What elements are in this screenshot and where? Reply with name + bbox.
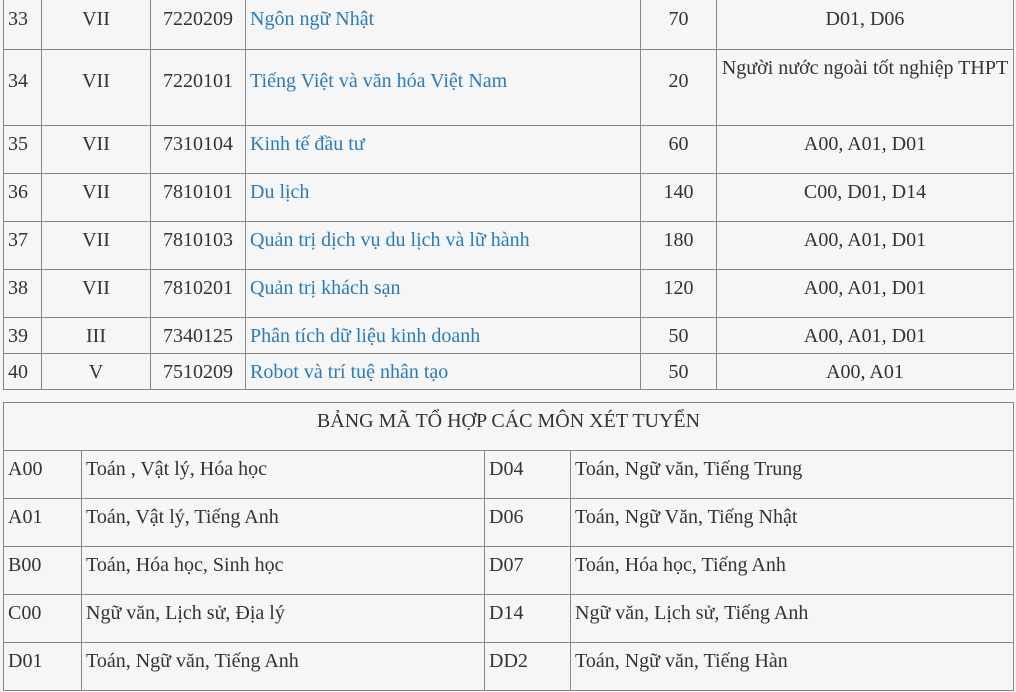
combo-subjects: Toán, Ngữ văn, Tiếng Hàn (570, 642, 1014, 691)
program-number: 33 (3, 0, 42, 50)
program-name-link[interactable]: Ngôn ngữ Nhật (245, 0, 641, 50)
combo-subjects: Ngữ văn, Lịch sử, Địa lý (81, 594, 485, 643)
program-number: 38 (3, 269, 42, 318)
combo-code: DD2 (484, 642, 571, 691)
program-code: 7810101 (150, 173, 246, 222)
program-row: 37 VII 7810103 Quản trị dịch vụ du lịch và … (3, 221, 1014, 270)
program-group: VII (41, 269, 151, 318)
combo-table-title: BẢNG MÃ TỔ HỢP CÁC MÔN XÉT TUYỂN (3, 402, 1014, 451)
combo-subjects: Toán, Hóa học, Sinh học (81, 546, 485, 595)
program-group: VII (41, 125, 151, 174)
program-code: 7220101 (150, 49, 246, 126)
program-row: 35 VII 7310104 Kinh tế đầu tư 60 A00, A01, D0… (3, 125, 1014, 174)
combo-subjects: Toán, Hóa học, Tiếng Anh (570, 546, 1014, 595)
combo-code: D14 (484, 594, 571, 643)
combo-subjects: Toán, Ngữ văn, Tiếng Trung (570, 450, 1014, 499)
program-group: VII (41, 221, 151, 270)
program-code: 7310104 (150, 125, 246, 174)
program-row: 34 VII 7220101 Tiếng Việt và văn hóa Việt N… (3, 49, 1014, 126)
combo-subjects: Toán , Vật lý, Hóa học (81, 450, 485, 499)
combo-table: BẢNG MÃ TỔ HỢP CÁC MÔN XÉT TUYỂN A00 Toán… (3, 402, 1014, 691)
program-group: VII (41, 173, 151, 222)
combo-subjects: Toán, Ngữ văn, Tiếng Anh (81, 642, 485, 691)
combo-row: A01 Toán, Vật lý, Tiếng Anh D06 Toán, Ngữ V… (3, 498, 1014, 547)
combo-row: B00 Toán, Hóa học, Sinh học D07 Toán, Hóa h… (3, 546, 1014, 595)
combo-row: C00 Ngữ văn, Lịch sử, Địa lý D14 Ngữ văn, L… (3, 594, 1014, 643)
program-quota: 60 (640, 125, 717, 174)
combo-code: C00 (3, 594, 82, 643)
program-quota: 20 (640, 49, 717, 126)
program-number: 34 (3, 49, 42, 126)
program-row: 38 VII 7810201 Quản trị khách sạn 120 A00, A0… (3, 269, 1014, 318)
program-row: 39 III 7340125 Phân tích dữ liệu kinh doanh… (3, 317, 1014, 354)
program-group: III (41, 317, 151, 354)
combo-code: A00 (3, 450, 82, 499)
combo-code: B00 (3, 546, 82, 595)
program-name-link[interactable]: Quản trị khách sạn (245, 269, 641, 318)
program-number: 35 (3, 125, 42, 174)
program-code: 7340125 (150, 317, 246, 354)
combo-table-header-row: BẢNG MÃ TỔ HỢP CÁC MÔN XÉT TUYỂN (3, 402, 1014, 451)
program-code: 7510209 (150, 353, 246, 390)
program-name-link[interactable]: Quản trị dịch vụ du lịch và lữ hành (245, 221, 641, 270)
program-code: 7810201 (150, 269, 246, 318)
program-quota: 50 (640, 353, 717, 390)
program-group: VII (41, 49, 151, 126)
combo-row: A00 Toán , Vật lý, Hóa học D04 Toán, Ngữ vă… (3, 450, 1014, 499)
program-quota: 180 (640, 221, 717, 270)
program-quota: 120 (640, 269, 717, 318)
program-combos: D01, D06 (716, 0, 1014, 50)
program-number: 37 (3, 221, 42, 270)
combo-subjects: Toán, Ngữ Văn, Tiếng Nhật (570, 498, 1014, 547)
combo-code: D06 (484, 498, 571, 547)
program-group: VII (41, 0, 151, 50)
combo-code: A01 (3, 498, 82, 547)
program-group: V (41, 353, 151, 390)
program-code: 7220209 (150, 0, 246, 50)
program-number: 36 (3, 173, 42, 222)
combo-code: D04 (484, 450, 571, 499)
program-row: 40 V 7510209 Robot và trí tuệ nhân tạo 50 A00… (3, 353, 1014, 390)
program-row: 36 VII 7810101 Du lịch 140 C00, D01, D14 (3, 173, 1014, 222)
combo-subjects: Ngữ văn, Lịch sử, Tiếng Anh (570, 594, 1014, 643)
program-combos: A00, A01, D01 (716, 317, 1014, 354)
program-combos: A00, A01, D01 (716, 125, 1014, 174)
program-quota: 50 (640, 317, 717, 354)
program-name-link[interactable]: Tiếng Việt và văn hóa Việt Nam (245, 49, 641, 126)
program-name-link[interactable]: Kinh tế đầu tư (245, 125, 641, 174)
program-number: 39 (3, 317, 42, 354)
program-name-link[interactable]: Robot và trí tuệ nhân tạo (245, 353, 641, 390)
program-combos: Người nước ngoài tốt nghiệp THPT (716, 49, 1014, 126)
program-row: 33 VII 7220209 Ngôn ngữ Nhật 70 D01, D06 (3, 0, 1014, 50)
program-number: 40 (3, 353, 42, 390)
program-code: 7810103 (150, 221, 246, 270)
combo-code: D01 (3, 642, 82, 691)
program-combos: C00, D01, D14 (716, 173, 1014, 222)
programs-table: 33 VII 7220209 Ngôn ngữ Nhật 70 D01, D06 34 VII… (3, 0, 1014, 390)
program-combos: A00, A01, D01 (716, 221, 1014, 270)
program-name-link[interactable]: Phân tích dữ liệu kinh doanh (245, 317, 641, 354)
program-name-link[interactable]: Du lịch (245, 173, 641, 222)
combo-row: D01 Toán, Ngữ văn, Tiếng Anh DD2 Toán, Ngữ … (3, 642, 1014, 691)
combo-subjects: Toán, Vật lý, Tiếng Anh (81, 498, 485, 547)
program-combos: A00, A01, D01 (716, 269, 1014, 318)
program-quota: 70 (640, 0, 717, 50)
program-combos: A00, A01 (716, 353, 1014, 390)
combo-code: D07 (484, 546, 571, 595)
program-quota: 140 (640, 173, 717, 222)
